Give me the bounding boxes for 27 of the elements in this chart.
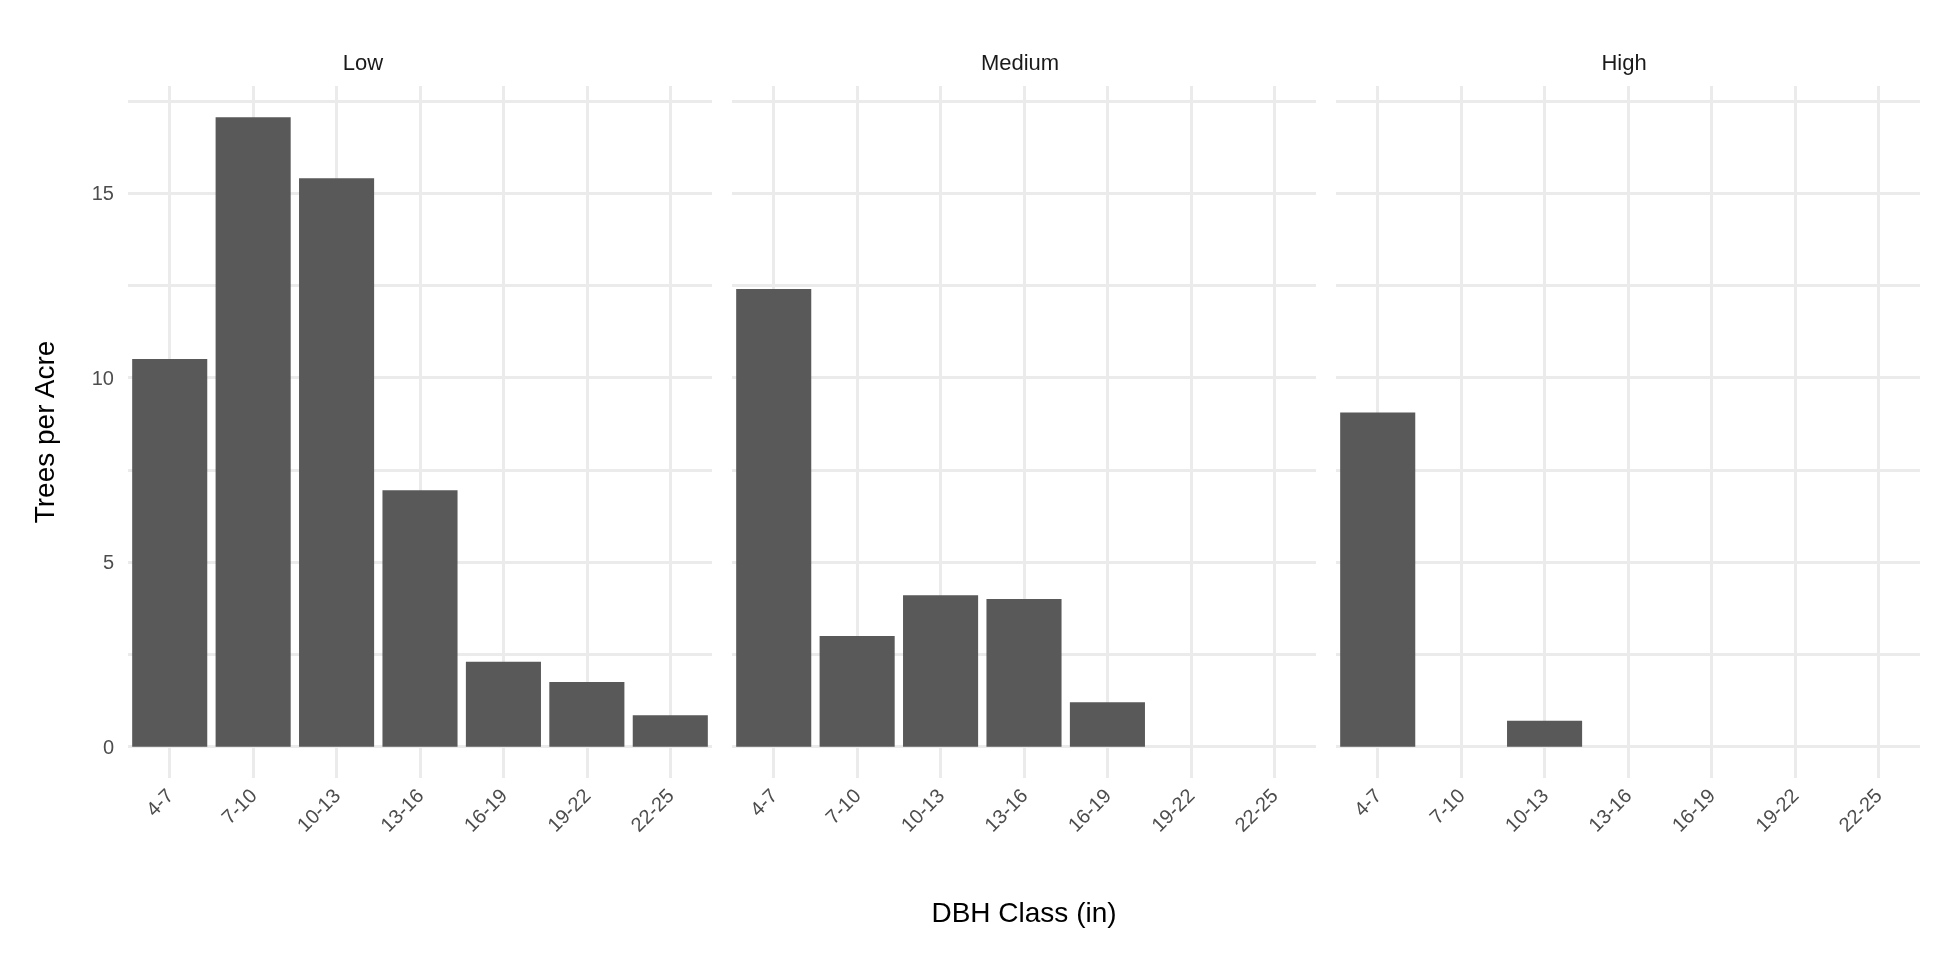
chart-title: Medium (980, 49, 1060, 75)
y-tick-label: 5 (102, 551, 114, 574)
bar (132, 359, 208, 747)
x-tick-label: 7-10 (1425, 784, 1469, 829)
y-tick-label: 0 (102, 735, 114, 758)
bar (549, 682, 625, 747)
chart-title: Low (342, 49, 384, 75)
bar (986, 599, 1062, 747)
bar (1069, 702, 1145, 747)
x-axis-title: DBH Class (in) (931, 896, 1117, 928)
bar (736, 288, 812, 747)
x-tick-label: 7-10 (217, 784, 261, 829)
y-axis-title: Trees per Acre (28, 340, 60, 524)
x-tick-label: 4-7 (1349, 784, 1386, 821)
bar (215, 117, 291, 747)
bar (819, 635, 895, 747)
bar (903, 595, 979, 747)
x-tick-label: 4-7 (745, 784, 782, 821)
bar (632, 715, 708, 747)
x-tick-label: 7-10 (821, 784, 865, 829)
x-tick-label: 4-7 (141, 784, 178, 821)
bar (299, 178, 375, 747)
chart-title: High (1601, 49, 1647, 75)
bar (465, 661, 541, 747)
bar (382, 490, 458, 747)
y-tick-label: 15 (91, 182, 114, 205)
y-tick-label: 10 (91, 366, 114, 389)
